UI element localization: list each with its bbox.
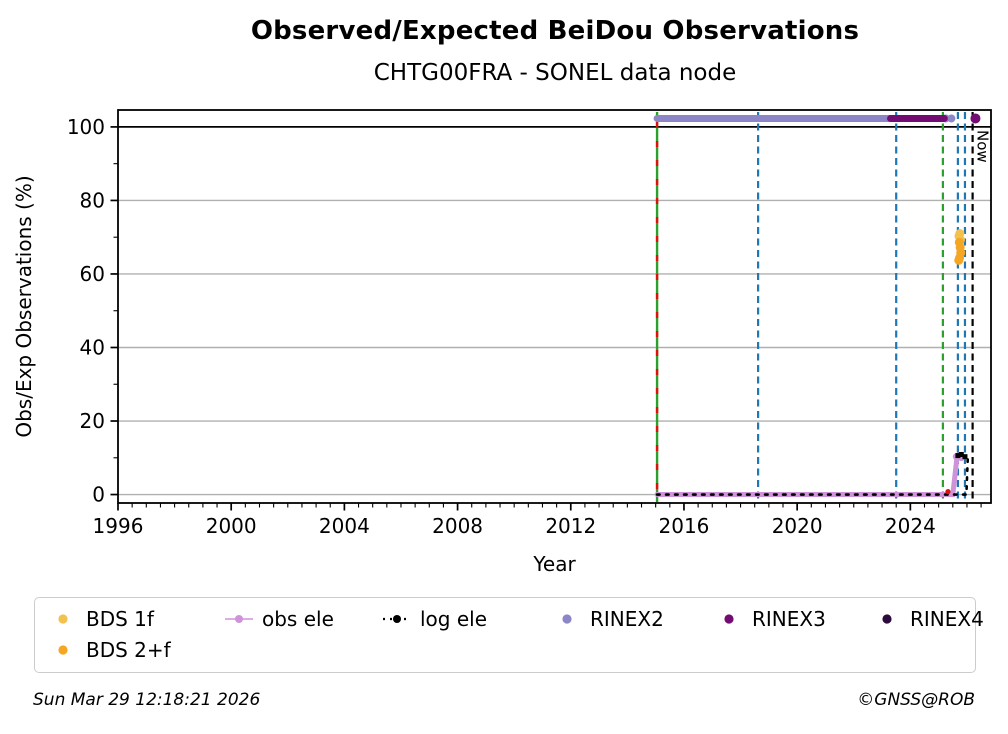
y-tick-label: 20 (80, 409, 105, 433)
legend-item-rinex4: RINEX4 (871, 607, 984, 631)
page-title: Observed/Expected BeiDou Observations (250, 16, 860, 46)
y-axis-label: Obs/Exp Observations (%) (12, 175, 36, 437)
x-tick-label: 2008 (432, 514, 483, 538)
y-tick-label: 60 (80, 262, 105, 286)
legend-item-rinex3: RINEX3 (713, 607, 871, 631)
plot-border (117, 109, 992, 504)
legend-label: BDS 2+f (86, 638, 171, 662)
legend-item-rinex2: RINEX2 (551, 607, 713, 631)
x-tick-label: 2020 (772, 514, 823, 538)
series-rinex2-dot (947, 114, 956, 123)
y-tick-label: 100 (67, 115, 105, 139)
copyright-label: ©GNSS@ROB (857, 690, 975, 710)
x-tick-label: 2024 (885, 514, 936, 538)
legend-label: RINEX4 (910, 607, 984, 631)
legend-item-obs-ele: obs ele (223, 607, 381, 631)
series-bds-2-f-dot (954, 255, 964, 265)
rinex3-marker-icon (724, 614, 734, 624)
series-obs-ele (654, 454, 965, 498)
rinex4-marker-icon (882, 614, 892, 624)
bds-2-f-marker-icon (58, 645, 68, 655)
y-tick-label: 0 (92, 483, 105, 507)
x-tick-label: 2016 (659, 514, 710, 538)
chart-legend: BDS 1f obs ele log ele RINEX2 RINEX3 RINEX4 BD… (34, 597, 984, 673)
rinex2-marker-icon (562, 614, 572, 624)
legend-label: BDS 1f (86, 607, 154, 631)
legend-label: RINEX2 (590, 607, 664, 631)
legend-item-log-ele: log ele (381, 607, 551, 631)
plot-timestamp: Sun Mar 29 12:18:21 2026 (33, 690, 261, 710)
chart-plot: 1996 2000 2004 2008 2012 2016 2020 2024 0 20 40 60 8… (12, 109, 992, 576)
series-rinex3-dot (970, 113, 981, 124)
series-log-ele-marker (958, 451, 964, 457)
legend-item-bds-1f: BDS 1f (47, 607, 223, 631)
obs-ele-marker-icon (225, 615, 253, 623)
x-tick-label: 2000 (206, 514, 257, 538)
x-tick-label: 1996 (93, 514, 144, 538)
y-tick-label: 80 (80, 188, 105, 212)
series-obs-flag-dot (945, 489, 951, 495)
x-tick-label: 2012 (545, 514, 596, 538)
series-log-ele (655, 456, 970, 496)
series-log-ele-marker (955, 453, 961, 459)
x-tick-label: 2004 (319, 514, 370, 538)
bds-1f-marker-icon (58, 614, 68, 624)
page-subtitle: CHTG00FRA - SONEL data node (373, 60, 737, 86)
legend-label: log ele (420, 607, 488, 631)
legend-item-bds-2-f: BDS 2+f (47, 638, 223, 662)
legend-label: RINEX3 (752, 607, 826, 631)
series-log-ele-marker (962, 454, 968, 460)
x-axis-label: Year (532, 552, 576, 576)
now-label: Now (974, 130, 992, 163)
legend-label: obs ele (262, 607, 334, 631)
log-ele-marker-icon (383, 615, 411, 623)
y-tick-label: 40 (80, 335, 105, 359)
